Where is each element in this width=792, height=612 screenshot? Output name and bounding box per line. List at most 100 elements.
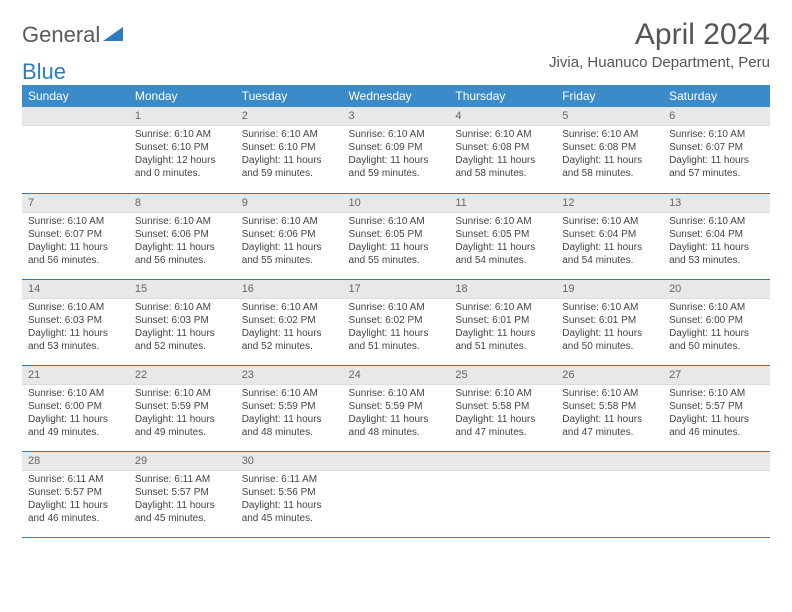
day-number: 22 [129, 366, 236, 385]
calendar-day-cell: 17Sunrise: 6:10 AMSunset: 6:02 PMDayligh… [343, 279, 450, 365]
logo-text-blue: Blue [22, 59, 770, 85]
sunrise-line: Sunrise: 6:10 AM [455, 301, 550, 314]
calendar-day-cell: 23Sunrise: 6:10 AMSunset: 5:59 PMDayligh… [236, 365, 343, 451]
day-details: Sunrise: 6:10 AMSunset: 6:10 PMDaylight:… [129, 126, 236, 184]
day-details: Sunrise: 6:10 AMSunset: 6:01 PMDaylight:… [556, 299, 663, 357]
sunrise-line: Sunrise: 6:10 AM [349, 301, 444, 314]
calendar-day-cell: 2Sunrise: 6:10 AMSunset: 6:10 PMDaylight… [236, 107, 343, 193]
sunset-line: Sunset: 6:10 PM [242, 141, 337, 154]
day-number-empty [22, 107, 129, 126]
sunset-line: Sunset: 6:09 PM [349, 141, 444, 154]
daylight-line: Daylight: 11 hours and 56 minutes. [28, 241, 123, 267]
daylight-line: Daylight: 11 hours and 58 minutes. [455, 154, 550, 180]
day-number: 4 [449, 107, 556, 126]
day-details: Sunrise: 6:10 AMSunset: 6:07 PMDaylight:… [22, 213, 129, 271]
calendar-day-cell: 6Sunrise: 6:10 AMSunset: 6:07 PMDaylight… [663, 107, 770, 193]
weekday-header: Saturday [663, 85, 770, 107]
daylight-line: Daylight: 11 hours and 49 minutes. [135, 413, 230, 439]
daylight-line: Daylight: 11 hours and 48 minutes. [349, 413, 444, 439]
calendar-day-cell: 14Sunrise: 6:10 AMSunset: 6:03 PMDayligh… [22, 279, 129, 365]
weekday-header: Monday [129, 85, 236, 107]
sunrise-line: Sunrise: 6:10 AM [242, 387, 337, 400]
day-number: 16 [236, 280, 343, 299]
day-details: Sunrise: 6:10 AMSunset: 6:05 PMDaylight:… [343, 213, 450, 271]
day-details: Sunrise: 6:10 AMSunset: 6:06 PMDaylight:… [129, 213, 236, 271]
day-number: 29 [129, 452, 236, 471]
calendar-day-cell: 21Sunrise: 6:10 AMSunset: 6:00 PMDayligh… [22, 365, 129, 451]
sunset-line: Sunset: 6:08 PM [562, 141, 657, 154]
day-number-empty [449, 452, 556, 471]
daylight-line: Daylight: 11 hours and 59 minutes. [242, 154, 337, 180]
sunrise-line: Sunrise: 6:11 AM [135, 473, 230, 486]
sunset-line: Sunset: 6:00 PM [669, 314, 764, 327]
daylight-line: Daylight: 11 hours and 56 minutes. [135, 241, 230, 267]
sunrise-line: Sunrise: 6:10 AM [28, 387, 123, 400]
calendar-week-row: 1Sunrise: 6:10 AMSunset: 6:10 PMDaylight… [22, 107, 770, 193]
sunset-line: Sunset: 6:06 PM [242, 228, 337, 241]
sunset-line: Sunset: 6:03 PM [135, 314, 230, 327]
calendar-day-cell: 18Sunrise: 6:10 AMSunset: 6:01 PMDayligh… [449, 279, 556, 365]
day-number: 25 [449, 366, 556, 385]
calendar-body: 1Sunrise: 6:10 AMSunset: 6:10 PMDaylight… [22, 107, 770, 537]
calendar-day-cell: 26Sunrise: 6:10 AMSunset: 5:58 PMDayligh… [556, 365, 663, 451]
calendar-day-cell: 27Sunrise: 6:10 AMSunset: 5:57 PMDayligh… [663, 365, 770, 451]
sunrise-line: Sunrise: 6:10 AM [562, 128, 657, 141]
daylight-line: Daylight: 11 hours and 50 minutes. [562, 327, 657, 353]
day-number: 27 [663, 366, 770, 385]
sunset-line: Sunset: 6:07 PM [669, 141, 764, 154]
day-number: 10 [343, 194, 450, 213]
sunset-line: Sunset: 6:01 PM [455, 314, 550, 327]
day-number-empty [663, 452, 770, 471]
day-details: Sunrise: 6:10 AMSunset: 6:00 PMDaylight:… [663, 299, 770, 357]
day-details: Sunrise: 6:10 AMSunset: 6:02 PMDaylight:… [343, 299, 450, 357]
sunset-line: Sunset: 5:57 PM [135, 486, 230, 499]
sunrise-line: Sunrise: 6:11 AM [28, 473, 123, 486]
sunset-line: Sunset: 6:05 PM [455, 228, 550, 241]
sunrise-line: Sunrise: 6:10 AM [562, 301, 657, 314]
daylight-line: Daylight: 11 hours and 48 minutes. [242, 413, 337, 439]
day-number: 2 [236, 107, 343, 126]
calendar-day-cell [449, 451, 556, 537]
sunrise-line: Sunrise: 6:10 AM [669, 215, 764, 228]
weekday-header: Friday [556, 85, 663, 107]
calendar-week-row: 7Sunrise: 6:10 AMSunset: 6:07 PMDaylight… [22, 193, 770, 279]
daylight-line: Daylight: 11 hours and 45 minutes. [135, 499, 230, 525]
day-number: 28 [22, 452, 129, 471]
sunrise-line: Sunrise: 6:10 AM [242, 215, 337, 228]
day-number: 23 [236, 366, 343, 385]
calendar-day-cell [556, 451, 663, 537]
day-number: 12 [556, 194, 663, 213]
day-number: 18 [449, 280, 556, 299]
weekday-header-row: Sunday Monday Tuesday Wednesday Thursday… [22, 85, 770, 107]
day-details: Sunrise: 6:10 AMSunset: 6:01 PMDaylight:… [449, 299, 556, 357]
day-number: 24 [343, 366, 450, 385]
sunset-line: Sunset: 5:57 PM [28, 486, 123, 499]
calendar-day-cell [663, 451, 770, 537]
calendar-day-cell: 11Sunrise: 6:10 AMSunset: 6:05 PMDayligh… [449, 193, 556, 279]
sunset-line: Sunset: 5:56 PM [242, 486, 337, 499]
day-number: 1 [129, 107, 236, 126]
calendar-week-row: 28Sunrise: 6:11 AMSunset: 5:57 PMDayligh… [22, 451, 770, 537]
day-number: 11 [449, 194, 556, 213]
day-details: Sunrise: 6:10 AMSunset: 5:59 PMDaylight:… [343, 385, 450, 443]
sunset-line: Sunset: 6:03 PM [28, 314, 123, 327]
daylight-line: Daylight: 11 hours and 55 minutes. [242, 241, 337, 267]
daylight-line: Daylight: 11 hours and 57 minutes. [669, 154, 764, 180]
sunset-line: Sunset: 5:59 PM [135, 400, 230, 413]
sunset-line: Sunset: 6:04 PM [669, 228, 764, 241]
daylight-line: Daylight: 11 hours and 58 minutes. [562, 154, 657, 180]
day-details: Sunrise: 6:10 AMSunset: 6:09 PMDaylight:… [343, 126, 450, 184]
daylight-line: Daylight: 11 hours and 52 minutes. [242, 327, 337, 353]
calendar-day-cell: 9Sunrise: 6:10 AMSunset: 6:06 PMDaylight… [236, 193, 343, 279]
sunset-line: Sunset: 6:07 PM [28, 228, 123, 241]
day-details: Sunrise: 6:10 AMSunset: 6:04 PMDaylight:… [556, 213, 663, 271]
day-details: Sunrise: 6:11 AMSunset: 5:57 PMDaylight:… [129, 471, 236, 529]
sunrise-line: Sunrise: 6:10 AM [562, 215, 657, 228]
daylight-line: Daylight: 11 hours and 55 minutes. [349, 241, 444, 267]
calendar-day-cell: 30Sunrise: 6:11 AMSunset: 5:56 PMDayligh… [236, 451, 343, 537]
calendar-day-cell: 15Sunrise: 6:10 AMSunset: 6:03 PMDayligh… [129, 279, 236, 365]
sunrise-line: Sunrise: 6:10 AM [349, 128, 444, 141]
day-number: 6 [663, 107, 770, 126]
daylight-line: Daylight: 11 hours and 54 minutes. [562, 241, 657, 267]
calendar-table: Sunday Monday Tuesday Wednesday Thursday… [22, 85, 770, 538]
